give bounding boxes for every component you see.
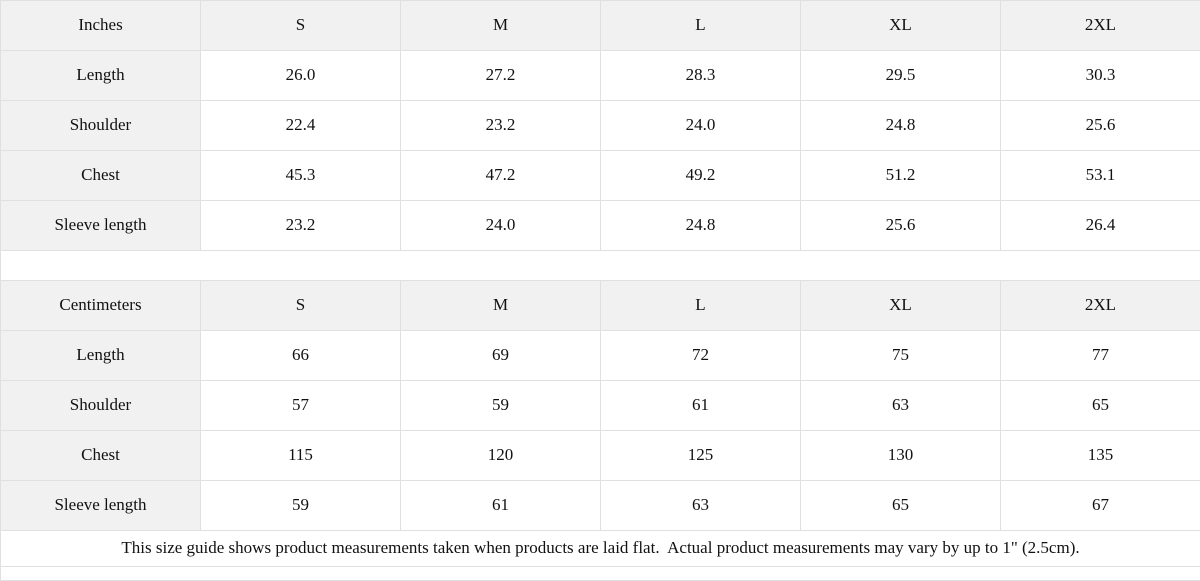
bottom-spacer-cell [1, 567, 1200, 581]
measurement-value-cell: 59 [401, 381, 601, 431]
measurement-label-cell: Shoulder [1, 101, 201, 151]
measurement-value-cell: 23.2 [401, 101, 601, 151]
size-header-cell: L [601, 281, 801, 331]
measurement-row: Length 66 69 72 75 77 [1, 331, 1200, 381]
unit-header-row: Inches S M L XL 2XL [1, 1, 1200, 51]
unit-header-row: Centimeters S M L XL 2XL [1, 281, 1200, 331]
measurement-value-cell: 24.8 [801, 101, 1001, 151]
measurement-value-cell: 135 [1001, 431, 1200, 481]
measurement-label-cell: Sleeve length [1, 201, 201, 251]
measurement-value-cell: 63 [801, 381, 1001, 431]
measurement-value-cell: 72 [601, 331, 801, 381]
measurement-value-cell: 65 [801, 481, 1001, 531]
measurement-row: Length 26.0 27.2 28.3 29.5 30.3 [1, 51, 1200, 101]
measurement-label-cell: Length [1, 51, 201, 101]
measurement-value-cell: 26.4 [1001, 201, 1200, 251]
size-header-cell: M [401, 1, 601, 51]
size-header-cell: XL [801, 1, 1001, 51]
measurement-value-cell: 23.2 [201, 201, 401, 251]
size-header-cell: S [201, 1, 401, 51]
measurement-row: Chest 45.3 47.2 49.2 51.2 53.1 [1, 151, 1200, 201]
measurement-row: Sleeve length 59 61 63 65 67 [1, 481, 1200, 531]
measurement-value-cell: 24.0 [601, 101, 801, 151]
measurement-value-cell: 66 [201, 331, 401, 381]
size-header-cell: M [401, 281, 601, 331]
size-header-cell: S [201, 281, 401, 331]
size-header-cell: XL [801, 281, 1001, 331]
measurement-value-cell: 69 [401, 331, 601, 381]
measurement-label-cell: Chest [1, 151, 201, 201]
measurement-value-cell: 61 [401, 481, 601, 531]
measurement-value-cell: 27.2 [401, 51, 601, 101]
measurement-value-cell: 59 [201, 481, 401, 531]
measurement-value-cell: 125 [601, 431, 801, 481]
measurement-value-cell: 24.8 [601, 201, 801, 251]
measurement-row: Sleeve length 23.2 24.0 24.8 25.6 26.4 [1, 201, 1200, 251]
unit-label-cell: Centimeters [1, 281, 201, 331]
size-header-cell: 2XL [1001, 281, 1200, 331]
measurement-value-cell: 75 [801, 331, 1001, 381]
measurement-value-cell: 26.0 [201, 51, 401, 101]
measurement-value-cell: 49.2 [601, 151, 801, 201]
measurement-label-cell: Chest [1, 431, 201, 481]
measurement-value-cell: 130 [801, 431, 1001, 481]
footnote-text: This size guide shows product measuremen… [1, 531, 1200, 567]
size-header-cell: 2XL [1001, 1, 1200, 51]
measurement-row: Shoulder 22.4 23.2 24.0 24.8 25.6 [1, 101, 1200, 151]
measurement-label-cell: Sleeve length [1, 481, 201, 531]
measurement-value-cell: 30.3 [1001, 51, 1200, 101]
size-header-cell: L [601, 1, 801, 51]
measurement-value-cell: 45.3 [201, 151, 401, 201]
bottom-spacer-row [1, 567, 1200, 581]
measurement-value-cell: 115 [201, 431, 401, 481]
measurement-label-cell: Shoulder [1, 381, 201, 431]
measurement-value-cell: 24.0 [401, 201, 601, 251]
measurement-value-cell: 67 [1001, 481, 1200, 531]
measurement-value-cell: 25.6 [801, 201, 1001, 251]
measurement-value-cell: 25.6 [1001, 101, 1200, 151]
measurement-value-cell: 65 [1001, 381, 1200, 431]
measurement-value-cell: 51.2 [801, 151, 1001, 201]
unit-label-cell: Inches [1, 1, 201, 51]
section-spacer-row [1, 251, 1200, 281]
measurement-value-cell: 29.5 [801, 51, 1001, 101]
measurement-value-cell: 47.2 [401, 151, 601, 201]
measurement-value-cell: 63 [601, 481, 801, 531]
measurement-value-cell: 53.1 [1001, 151, 1200, 201]
measurement-value-cell: 61 [601, 381, 801, 431]
measurement-value-cell: 28.3 [601, 51, 801, 101]
measurement-value-cell: 120 [401, 431, 601, 481]
measurement-row: Chest 115 120 125 130 135 [1, 431, 1200, 481]
measurement-value-cell: 57 [201, 381, 401, 431]
measurement-value-cell: 77 [1001, 331, 1200, 381]
section-spacer-cell [1, 251, 1200, 281]
measurement-value-cell: 22.4 [201, 101, 401, 151]
footnote-row: This size guide shows product measuremen… [1, 531, 1200, 567]
measurement-row: Shoulder 57 59 61 63 65 [1, 381, 1200, 431]
measurement-label-cell: Length [1, 331, 201, 381]
